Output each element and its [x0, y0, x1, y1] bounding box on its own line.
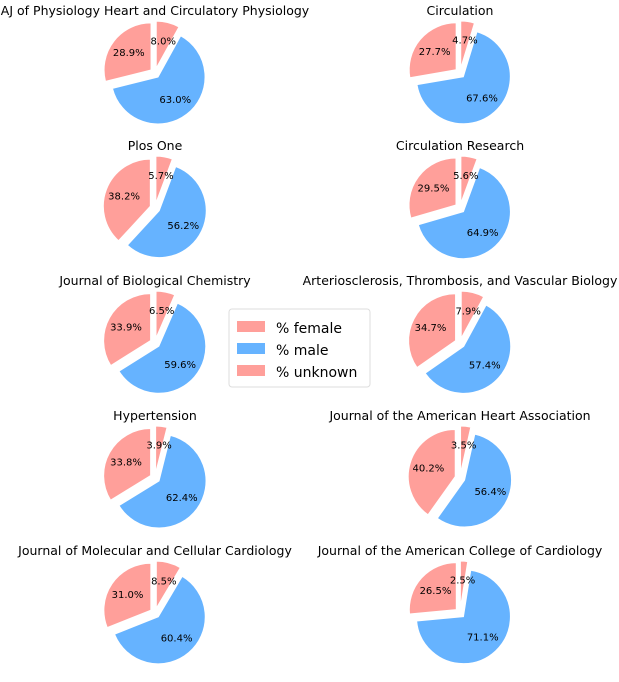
- pie-slice-label-female: 33.8%: [110, 457, 142, 468]
- pie-slice-unknown: [459, 560, 469, 609]
- pie-slice-male: [118, 434, 207, 529]
- pie-slice-unknown: [155, 155, 173, 204]
- pie-slice-label-male: 56.2%: [167, 221, 199, 232]
- pie-slice-label-male: 56.4%: [474, 487, 506, 498]
- pie-slice-male: [424, 304, 512, 394]
- pie-slice-label-unknown: 8.5%: [151, 576, 176, 587]
- pie-chart: Plos One 38.2% 56.2% 5.7%: [102, 138, 207, 259]
- pie-slice-label-female: 28.9%: [113, 48, 145, 59]
- pie-slice-label-female: 33.9%: [110, 322, 142, 333]
- pie-slice-female: [103, 562, 152, 629]
- pies-layer: AJ of Physiology Heart and Circulatory P…: [1, 3, 618, 665]
- pie-slice-label-male: 60.4%: [161, 634, 193, 645]
- pie-slice-female: [408, 157, 457, 219]
- chart-title: AJ of Physiology Heart and Circulatory P…: [1, 3, 310, 18]
- pie-slice-male: [126, 165, 207, 259]
- pie-chart: AJ of Physiology Heart and Circulatory P…: [1, 3, 310, 125]
- pie-chart: Journal of Biological Chemistry 33.9% 59.6…: [58, 273, 251, 394]
- pie-chart: Journal of Molecular and Cellular Cardio…: [17, 543, 292, 665]
- pie-slice-unknown: [155, 290, 176, 339]
- pie-slice-label-female: 34.7%: [415, 323, 447, 334]
- pie-slice-unknown: [155, 560, 181, 611]
- pie-slice-unknown: [460, 20, 476, 69]
- pie-slice-label-unknown: 5.6%: [453, 171, 478, 182]
- pie-slice-label-unknown: 7.9%: [455, 306, 480, 317]
- pie-slice-unknown: [155, 20, 180, 69]
- pie-slice-label-unknown: 4.7%: [452, 36, 477, 47]
- pie-slice-male: [118, 302, 207, 394]
- pie-slice-label-female: 38.2%: [108, 191, 140, 202]
- pie-slice-label-unknown: 5.7%: [148, 171, 173, 182]
- chart-title: Plos One: [128, 138, 183, 153]
- pie-slice-label-male: 71.1%: [467, 633, 499, 644]
- pie-slice-male: [417, 166, 511, 260]
- legend-swatch-unknown: [237, 365, 265, 376]
- pie-slice-label-female: 31.0%: [112, 590, 144, 601]
- pie-slice-label-female: 26.5%: [420, 586, 452, 597]
- pie-slice-unknown: [460, 290, 485, 339]
- pie-slice-label-male: 59.6%: [164, 360, 196, 371]
- pie-slice-female: [103, 22, 152, 83]
- pie-slice-unknown: [460, 425, 472, 474]
- pie-slice-male: [416, 569, 511, 665]
- chart-title: Journal of Molecular and Cellular Cardio…: [17, 543, 292, 558]
- pie-slice-male: [113, 575, 206, 665]
- pie-slice-male: [416, 31, 511, 125]
- pie-chart: Arteriosclerosis, Thrombosis, and Vascul…: [303, 273, 618, 394]
- pie-slice-label-male: 62.4%: [166, 493, 198, 504]
- pie-slice-female: [103, 293, 152, 367]
- chart-title: Arteriosclerosis, Thrombosis, and Vascul…: [303, 273, 618, 288]
- pie-slice-label-male: 64.9%: [467, 228, 499, 239]
- pie-slice-female: [408, 562, 457, 615]
- legend: % female % male % unknown: [228, 308, 371, 388]
- pie-chart: Journal of the American College of Cardi…: [317, 543, 603, 665]
- chart-title: Hypertension: [113, 408, 197, 423]
- pie-slice-female: [103, 428, 152, 501]
- pie-chart: Hypertension 33.8% 62.4% 3.9%: [103, 408, 207, 529]
- legend-label-unknown: % unknown: [276, 365, 357, 381]
- chart-title: Journal of the American College of Cardi…: [317, 543, 603, 558]
- pie-slice-label-unknown: 3.5%: [451, 441, 476, 452]
- chart-title: Journal of the American Heart Associatio…: [328, 408, 590, 423]
- pie-chart: Journal of the American Heart Associatio…: [328, 408, 591, 528]
- pie-slice-label-male: 63.0%: [159, 95, 191, 106]
- pie-slice-male: [111, 35, 206, 125]
- pie-slice-label-female: 27.7%: [419, 47, 451, 58]
- pie-slice-label-male: 57.4%: [469, 361, 501, 372]
- chart-title: Circulation Research: [396, 138, 524, 153]
- pie-slice-label-unknown: 2.5%: [450, 575, 475, 586]
- legend-swatch-female: [237, 321, 265, 332]
- pie-slice-label-unknown: 3.9%: [146, 441, 171, 452]
- pie-slice-unknown: [460, 155, 478, 204]
- chart-title: Journal of Biological Chemistry: [58, 273, 251, 288]
- pie-slice-female: [408, 293, 457, 369]
- pie-slice-label-unknown: 8.0%: [151, 36, 176, 47]
- legend-swatch-male: [237, 343, 265, 354]
- pie-slice-label-female: 29.5%: [418, 184, 450, 195]
- pie-slice-label-female: 40.2%: [412, 463, 444, 474]
- pie-slice-label-male: 67.6%: [466, 93, 498, 104]
- pie-slice-male: [436, 433, 513, 528]
- pie-slice-female: [408, 22, 457, 79]
- pie-slice-label-unknown: 6.5%: [149, 306, 174, 317]
- legend-label-male: % male: [276, 343, 328, 359]
- pie-chart: Circulation Research 29.5% 64.9% 5.6%: [396, 138, 524, 260]
- pie-chart: Circulation 27.7% 67.6% 4.7%: [408, 3, 511, 125]
- pie-slice-female: [102, 158, 151, 242]
- legend-label-female: % female: [276, 321, 342, 337]
- pie-slice-unknown: [155, 425, 168, 474]
- pie-slice-female: [407, 428, 456, 516]
- chart-title: Circulation: [427, 3, 494, 18]
